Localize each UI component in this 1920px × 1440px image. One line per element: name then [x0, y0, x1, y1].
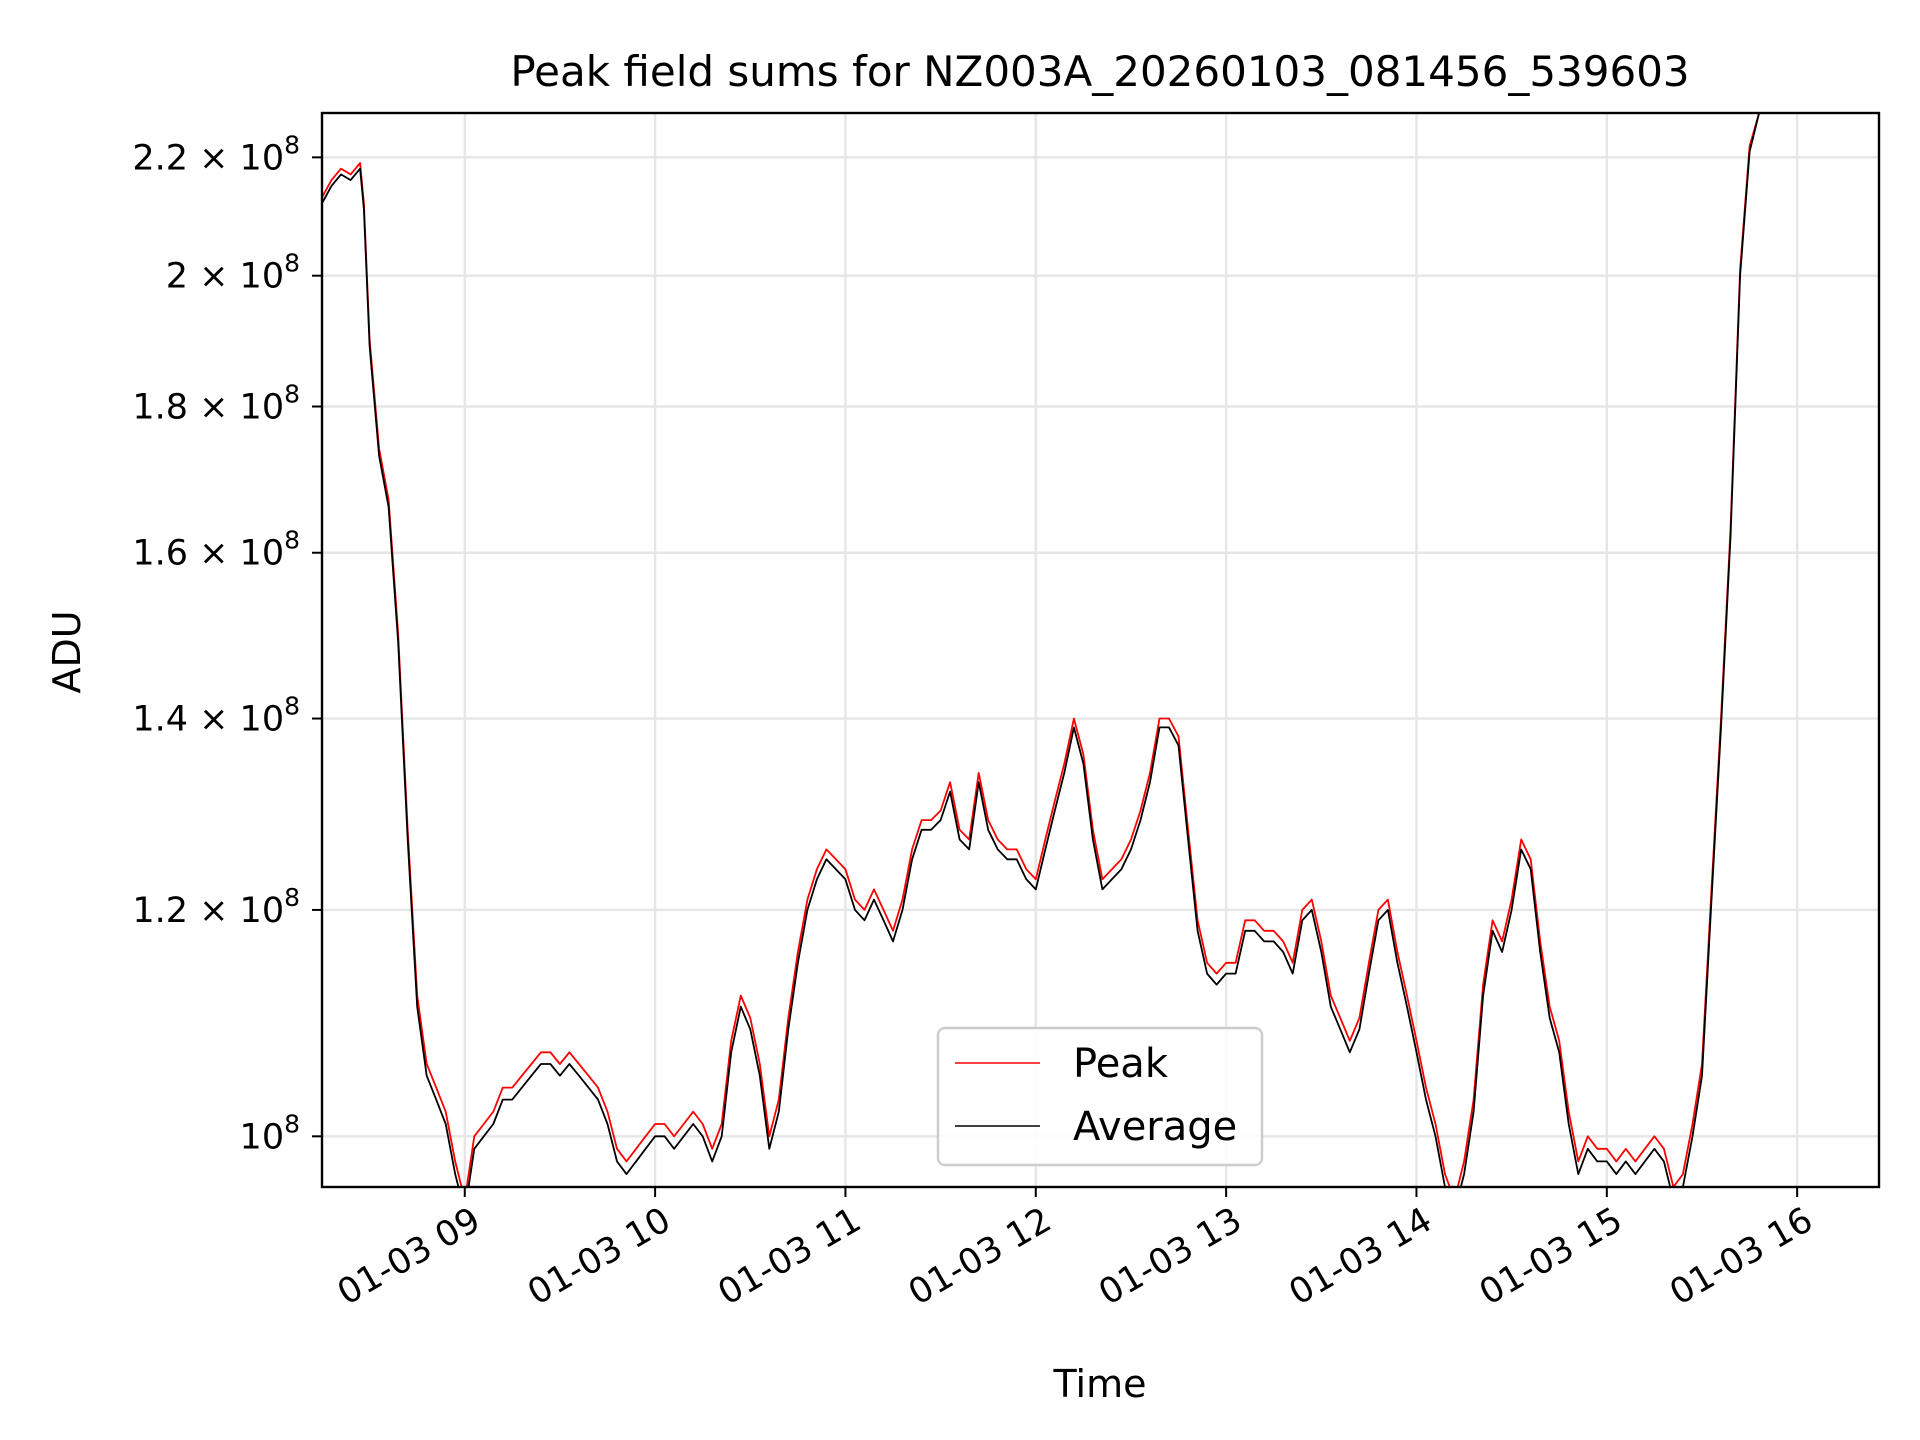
y-tick-exponent: 8 — [284, 883, 300, 912]
x-tick-label: 01-03 16 — [1663, 1200, 1819, 1313]
grid-lines — [322, 113, 1879, 1187]
y-tick-label: 108 — [240, 1109, 300, 1157]
y-tick-mantissa: 1.6 × 10 — [132, 534, 284, 574]
x-tick-label: 01-03 12 — [902, 1200, 1058, 1313]
y-tick-label: 2.2 × 108 — [132, 130, 300, 178]
y-tick-exponent: 8 — [284, 1109, 300, 1138]
x-axis-label: Time — [1053, 1362, 1147, 1406]
y-axis-label: ADU — [45, 610, 89, 693]
x-axis: 01-03 09 01-03 10 01-03 11 01-03 12 01-03 13… — [331, 1187, 1820, 1313]
y-tick-mantissa: 2.2 × 10 — [132, 138, 284, 178]
y-tick-label: 1.2 × 108 — [132, 883, 300, 931]
x-tick-label: 01-03 14 — [1283, 1200, 1439, 1313]
y-tick-label: 1.8 × 108 — [132, 380, 300, 428]
series-line-average — [322, 113, 1769, 1187]
legend-label-average: Average — [1073, 1104, 1237, 1150]
x-tick-label: 01-03 15 — [1473, 1200, 1629, 1313]
y-tick-exponent: 8 — [284, 130, 300, 159]
y-tick-label: 1.4 × 108 — [132, 692, 300, 740]
y-tick-label: 2 × 108 — [166, 249, 300, 297]
x-tick-label: 01-03 09 — [331, 1200, 487, 1313]
y-tick-base: 10 — [240, 1117, 285, 1157]
plot-series — [322, 113, 1769, 1187]
x-tick-label: 01-03 13 — [1092, 1200, 1248, 1313]
y-tick-mantissa: 1.8 × 10 — [132, 388, 284, 428]
plot-frame — [320, 111, 1881, 1189]
x-tick-label: 01-03 10 — [521, 1200, 677, 1313]
legend: Peak Average — [936, 1026, 1264, 1167]
series-line-peak — [322, 113, 1769, 1187]
y-tick-exponent: 8 — [284, 380, 300, 409]
y-tick-exponent: 8 — [284, 526, 300, 555]
legend-label-peak: Peak — [1073, 1041, 1169, 1087]
y-tick-exponent: 8 — [284, 692, 300, 721]
chart-title: Peak field sums for NZ003A_20260103_0814… — [510, 47, 1689, 96]
y-tick-mantissa: 2 × 10 — [166, 257, 284, 297]
y-tick-label: 1.6 × 108 — [132, 526, 300, 574]
y-tick-mantissa: 1.2 × 10 — [132, 891, 284, 931]
x-tick-label: 01-03 11 — [712, 1200, 868, 1313]
y-tick-mantissa: 1.4 × 10 — [132, 700, 284, 740]
y-tick-exponent: 8 — [284, 249, 300, 278]
